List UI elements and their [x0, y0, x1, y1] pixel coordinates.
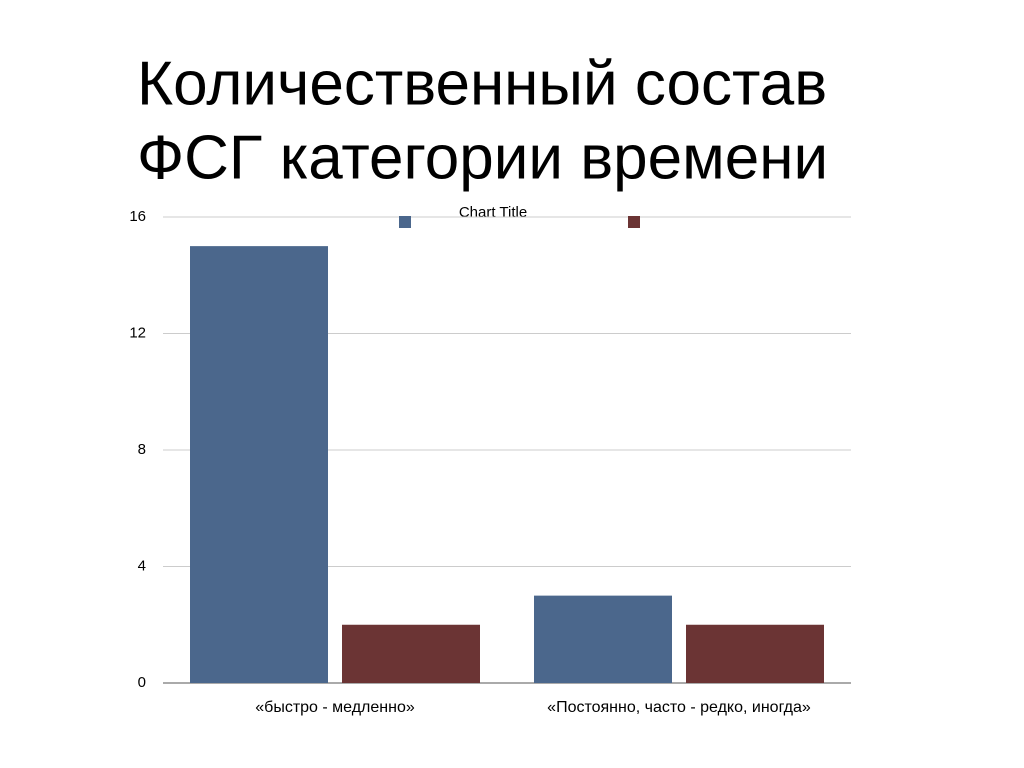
bar [534, 595, 672, 683]
bar [190, 246, 328, 683]
y-tick-label: 4 [138, 557, 146, 574]
slide-title-line: ФСГ категории времени [137, 123, 828, 192]
y-tick-label: 16 [129, 208, 146, 225]
x-tick-label: «Постоянно, часто - редко, иногда» [547, 699, 811, 716]
bar [686, 624, 824, 683]
legend-swatch [628, 216, 640, 228]
y-tick-label: 12 [129, 324, 146, 341]
chart-title: Chart Title [459, 204, 527, 221]
x-tick-label: «быстро - медленно» [255, 699, 415, 716]
legend-swatch [399, 216, 411, 228]
slide-title-line: Количественный состав [137, 49, 827, 118]
y-tick-label: 0 [138, 674, 146, 691]
y-tick-label: 8 [138, 441, 146, 458]
bar [342, 624, 480, 683]
